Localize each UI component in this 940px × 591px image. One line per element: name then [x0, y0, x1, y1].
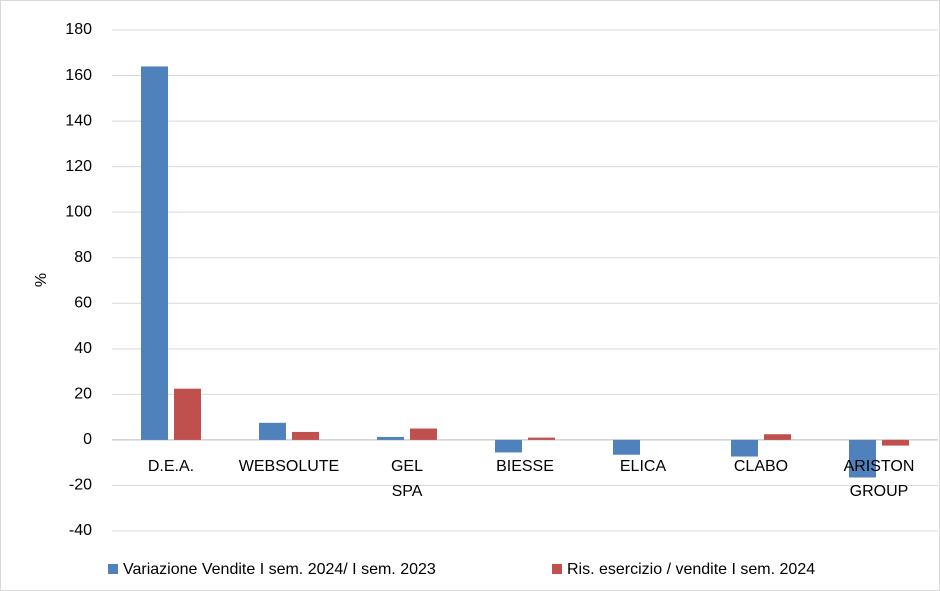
x-tick-label: ELICA — [620, 458, 667, 475]
x-tick-label: ARISTON GROUP — [844, 458, 915, 500]
y-tick-label: 0 — [83, 431, 92, 448]
x-tick-label: D.E.A. — [148, 458, 194, 475]
legend-swatch — [108, 564, 118, 574]
bar — [849, 439, 876, 478]
y-tick-label: 20 — [74, 386, 92, 403]
legend-label: Ris. esercizio / vendite I sem. 2024 — [567, 561, 815, 578]
y-tick-label: 100 — [65, 203, 92, 220]
bar — [292, 431, 319, 440]
y-tick-label: 140 — [65, 112, 92, 129]
bar — [613, 439, 640, 455]
bar — [174, 388, 201, 440]
bar — [764, 434, 791, 440]
bar — [528, 437, 555, 440]
y-tick-label: 80 — [74, 249, 92, 266]
bar — [141, 66, 168, 440]
legend-swatch — [552, 564, 562, 574]
y-tick-label: -20 — [69, 477, 92, 494]
y-tick-label: 160 — [65, 67, 92, 84]
y-tick-label: 180 — [65, 21, 92, 38]
bar — [882, 439, 909, 446]
y-tick-label: 60 — [74, 294, 92, 311]
y-axis-label: % — [33, 273, 50, 287]
x-tick-label: WEBSOLUTE — [239, 458, 339, 475]
bar — [259, 422, 286, 440]
y-tick-label: -40 — [69, 522, 92, 539]
x-tick-label: GEL SPA — [391, 458, 423, 500]
y-tick-label: 120 — [65, 158, 92, 175]
legend-label: Variazione Vendite I sem. 2024/ I sem. 2… — [123, 561, 436, 578]
bar — [377, 436, 404, 440]
x-tick-label: BIESSE — [496, 458, 554, 475]
bar — [731, 439, 758, 457]
x-tick-label: CLABO — [734, 458, 788, 475]
bar — [495, 439, 522, 453]
bar — [410, 428, 437, 440]
y-tick-label: 40 — [74, 340, 92, 357]
